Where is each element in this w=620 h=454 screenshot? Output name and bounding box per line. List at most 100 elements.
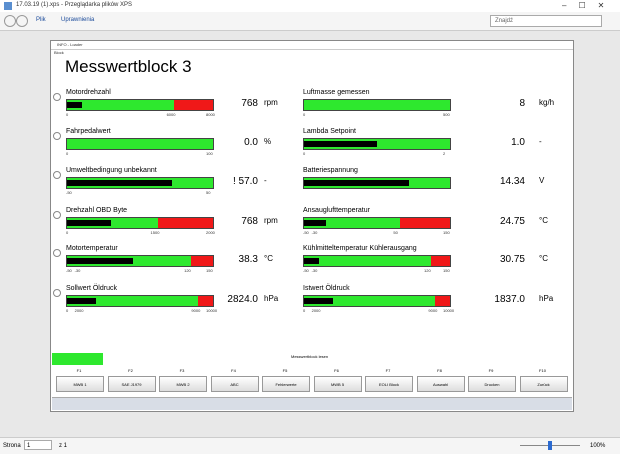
- gauge-tick-label: 9000: [191, 308, 201, 313]
- function-key-button[interactable]: Auswahl: [416, 376, 465, 392]
- gauge-value: 2824.0: [227, 294, 258, 305]
- function-key-label: MWB 5: [330, 381, 345, 387]
- function-key-label: Drucken: [484, 381, 500, 387]
- gauge-unit: hPa: [539, 294, 554, 303]
- gauge-tick-label: -50: [303, 230, 309, 235]
- function-key-name: F10: [539, 368, 546, 373]
- gauge-bar: [303, 177, 451, 189]
- page-label: Strona: [3, 443, 21, 449]
- gauge-tick-label: 150: [443, 230, 450, 235]
- gauge-tick-label: 0: [66, 230, 69, 235]
- function-key-button[interactable]: SAE J1979: [107, 376, 156, 392]
- gauge-value: 14.34: [499, 176, 525, 187]
- function-key-button[interactable]: MWB 1: [56, 376, 104, 392]
- gauge-tick-label: 150: [206, 268, 213, 273]
- gauge-tick-label: 0: [66, 112, 69, 117]
- function-key-button[interactable]: MWB 5: [313, 376, 362, 392]
- gauge-tick-label: 2000: [311, 308, 321, 313]
- gauge-unit: -: [539, 137, 542, 146]
- function-key-label: MWB 1: [73, 381, 87, 387]
- status-text: Messwertblock lesen: [291, 354, 329, 359]
- gauge-tick-label: 100: [206, 151, 213, 156]
- gauge-fill: [67, 180, 173, 186]
- window-controls[interactable]: –☐✕: [562, 1, 617, 10]
- gauge-value: 768: [241, 98, 258, 109]
- forward-button[interactable]: [16, 15, 28, 27]
- function-key-name: F7: [385, 368, 391, 373]
- gauge-tick-label: 120: [424, 268, 431, 273]
- gauge-bar: [66, 99, 214, 111]
- gauge-tick-label: -30: [311, 230, 318, 235]
- radio[interactable]: [53, 289, 61, 297]
- gauge-tick-label: 0: [303, 151, 306, 156]
- gauge-red-zone: [191, 256, 213, 266]
- gauge-value: 8: [519, 98, 525, 109]
- function-key-button[interactable]: Drucken: [468, 376, 516, 392]
- gauge-unit: °C: [264, 254, 273, 263]
- search-box[interactable]: Znajdź: [490, 15, 602, 27]
- gauge-bar: [66, 138, 214, 150]
- toolbar: Plik Uprawnienia Znajdź: [0, 12, 620, 31]
- gauge-tick-label: 10000: [443, 308, 455, 313]
- gauge-fill: [304, 258, 319, 264]
- gauge-tick-label: -50: [66, 190, 72, 195]
- function-key-button[interactable]: Fehlerwerte: [262, 376, 310, 392]
- function-key-label: EOLI Block: [378, 381, 399, 387]
- gauge-label: Batteriespannung: [303, 167, 358, 174]
- function-key-name: F8: [437, 368, 442, 373]
- gauge-tick-label: 6000: [166, 112, 176, 117]
- function-key-button[interactable]: EOLI Block: [365, 376, 413, 392]
- radio[interactable]: [53, 93, 61, 101]
- radio[interactable]: [53, 171, 61, 179]
- function-key-button[interactable]: MWB 2: [159, 376, 207, 392]
- back-button[interactable]: [4, 15, 16, 27]
- gauge-unit: V: [539, 176, 545, 185]
- gauge-unit: %: [264, 137, 272, 146]
- radio[interactable]: [53, 132, 61, 140]
- function-key-button[interactable]: ABC: [210, 376, 259, 392]
- gauge-fill: [304, 220, 326, 226]
- gauge-label: Ansauglufttemperatur: [303, 207, 370, 214]
- function-key-name: F3: [179, 368, 185, 373]
- heading: Messwertblock 3: [65, 57, 192, 76]
- gauge-tick-label: 2: [443, 151, 446, 156]
- gauge-fill: [67, 220, 111, 226]
- gauge-unit: kg/h: [539, 98, 555, 107]
- menu-permissions[interactable]: Uprawnienia: [61, 17, 95, 23]
- function-key-name: F2: [128, 368, 133, 373]
- gauge-label: Sollwert Öldruck: [66, 285, 117, 292]
- function-key-name: F5: [282, 368, 288, 373]
- gauge-tick-label: 120: [184, 268, 191, 273]
- function-key-name: F6: [334, 368, 339, 373]
- function-key-button[interactable]: Zurück: [519, 376, 568, 392]
- gauge-unit: °C: [539, 254, 548, 263]
- radio[interactable]: [53, 211, 61, 219]
- gauge-bar: [66, 295, 214, 307]
- gauge-unit: rpm: [264, 216, 278, 225]
- app-menu: Block: [54, 50, 64, 55]
- gauge-red-zone: [157, 218, 213, 228]
- gauge-unit: °C: [539, 216, 548, 225]
- gauge-bar: [303, 295, 451, 307]
- window-title: 17.03.19 (1).xps - Przeglądarka plików X…: [16, 2, 133, 8]
- gauge-bar: [303, 217, 451, 229]
- gauge-tick-label: 50: [206, 190, 211, 195]
- gauge-value: 38.3: [238, 254, 258, 265]
- menu-file[interactable]: Plik: [36, 17, 46, 23]
- app-title: INFO - Loader: [57, 42, 83, 47]
- gauge-tick-label: 0: [303, 308, 306, 313]
- zoom-thumb[interactable]: [548, 441, 552, 450]
- gauge-value: 30.75: [499, 254, 525, 265]
- radio[interactable]: [53, 249, 61, 257]
- gauge-tick-label: 150: [443, 268, 450, 273]
- function-key-label: SAE J1979: [121, 381, 142, 387]
- gauge-bar: [303, 138, 451, 150]
- function-key-name: F1: [76, 368, 82, 373]
- gauge-label: Motortemperatur: [66, 245, 118, 252]
- page-input[interactable]: 1: [24, 440, 52, 450]
- app-icon: [4, 2, 12, 10]
- gauge-value: 768: [241, 216, 258, 227]
- gauge-label: Drehzahl OBD Byte: [66, 207, 128, 214]
- gauge-unit: hPa: [264, 294, 279, 303]
